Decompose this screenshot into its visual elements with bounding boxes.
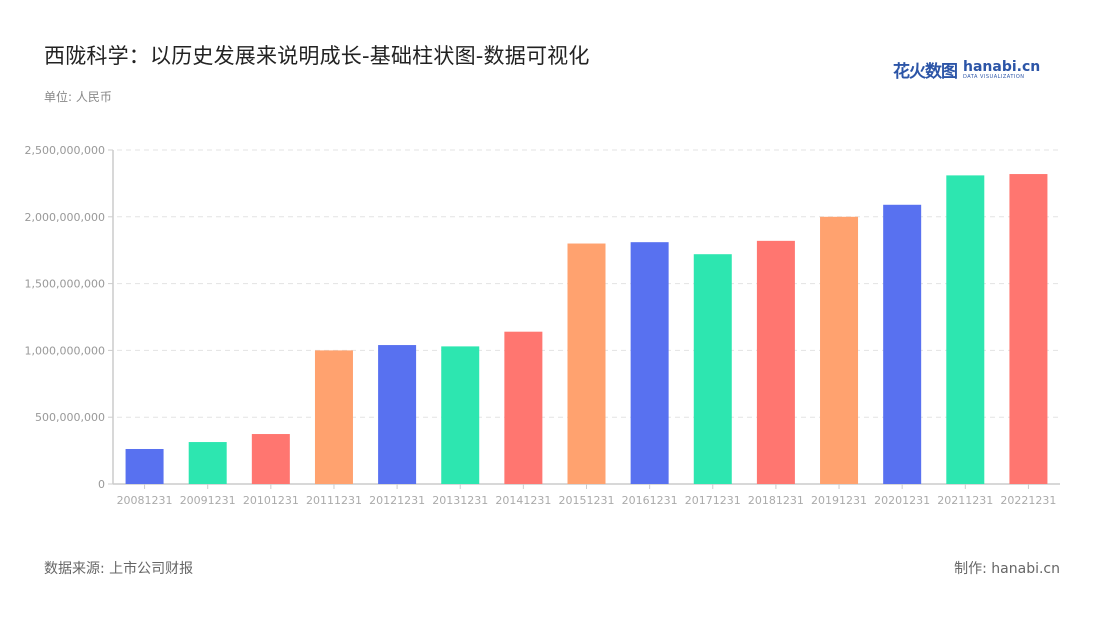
brand-logo: 花火数图 hanabi.cn DATA VISUALIZATION [893, 57, 1040, 83]
bar[interactable] [946, 175, 985, 484]
y-tick-label: 2,000,000,000 [25, 211, 105, 224]
bar[interactable] [251, 434, 290, 484]
x-tick-label: 20201231 [874, 494, 930, 507]
x-tick-label: 20101231 [243, 494, 299, 507]
x-tick-label: 20081231 [117, 494, 173, 507]
bar[interactable] [693, 254, 732, 484]
x-tick-label: 20171231 [685, 494, 741, 507]
data-source: 数据来源: 上市公司财报 [44, 561, 194, 577]
y-tick-label: 1,500,000,000 [25, 278, 105, 291]
logo-cn: 花火数图 [893, 62, 958, 82]
chart-title: 西陇科学：以历史发展来说明成长-基础柱状图-数据可视化 [44, 44, 590, 68]
x-tick-label: 20151231 [559, 494, 615, 507]
bar[interactable] [188, 442, 227, 484]
bar[interactable] [441, 346, 480, 484]
y-tick-label: 1,000,000,000 [25, 344, 105, 357]
bar[interactable] [883, 204, 922, 484]
bar[interactable] [567, 243, 606, 484]
credit: 制作: hanabi.cn [954, 561, 1060, 577]
x-tick-label: 20211231 [937, 494, 993, 507]
x-tick-label: 20221231 [1000, 494, 1056, 507]
bar[interactable] [1009, 174, 1048, 484]
unit-label: 单位: 人民币 [44, 90, 112, 104]
y-tick-label: 2,500,000,000 [25, 144, 105, 157]
x-tick-label: 20141231 [495, 494, 551, 507]
x-tick-label: 20191231 [811, 494, 867, 507]
bar[interactable] [378, 345, 417, 484]
x-tick-label: 20091231 [180, 494, 236, 507]
bar[interactable] [125, 448, 164, 484]
bar[interactable] [504, 331, 543, 484]
x-tick-label: 20121231 [369, 494, 425, 507]
x-tick-label: 20111231 [306, 494, 362, 507]
bar[interactable] [820, 216, 859, 485]
logo-sub-text: DATA VISUALIZATION [963, 73, 1025, 80]
logo-en-text: hanabi.cn [963, 58, 1041, 75]
x-tick-label: 20131231 [432, 494, 488, 507]
bar[interactable] [630, 242, 669, 484]
logo-en: hanabi.cn DATA VISUALIZATION [963, 60, 1040, 80]
y-tick-label: 0 [98, 478, 105, 491]
x-tick-label: 20161231 [622, 494, 678, 507]
x-tick-label: 20181231 [748, 494, 804, 507]
bar[interactable] [314, 350, 353, 484]
bar[interactable] [756, 240, 795, 484]
y-tick-label: 500,000,000 [35, 411, 105, 424]
